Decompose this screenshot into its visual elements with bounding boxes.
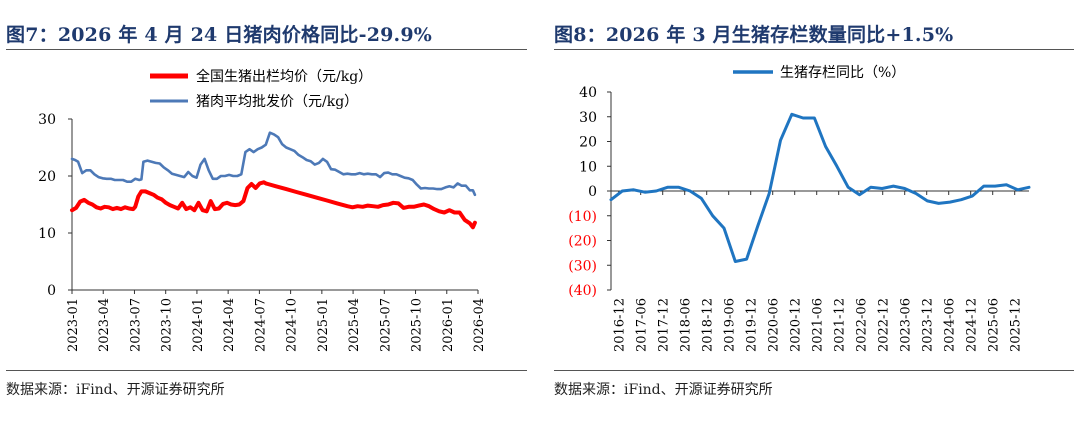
x-tick-label: 2024-12	[965, 298, 980, 352]
series-line-hog-inventory-yoy	[609, 112, 1031, 263]
left-title-rule	[6, 49, 527, 50]
y-tick-label: 0	[588, 184, 597, 200]
right-source-rule	[554, 370, 1074, 371]
x-tick-label: 2023-12	[921, 298, 936, 352]
series-line-pork-wholesale	[70, 131, 477, 197]
y-tick-label: 40	[579, 85, 597, 101]
series-line-hog-price	[70, 180, 477, 230]
x-tick-label: 2024-04	[222, 298, 237, 352]
x-tick-label: 2024-06	[943, 298, 958, 352]
x-tick-label: 2018-06	[679, 298, 694, 352]
x-tick-label: 2025-12	[1009, 298, 1024, 352]
x-tick-label: 2024-01	[191, 298, 206, 352]
x-tick-label: 2021-06	[811, 298, 826, 352]
x-tick-label: 2025-10	[410, 298, 425, 352]
x-tick-label: 2020-06	[767, 298, 782, 352]
x-tick-label: 2023-04	[97, 298, 112, 352]
x-tick-label: 2023-07	[128, 298, 143, 352]
legend-label: 全国生猪出栏均价（元/kg）	[196, 68, 372, 85]
right-panel: 图8：2026 年 3 月生猪存栏数量同比+1.5% 40 30 20 10 0 (10)…	[548, 0, 1080, 423]
x-tick-label: 2018-12	[701, 298, 716, 352]
x-tick-label: 2019-06	[723, 298, 738, 352]
left-chart: 0 10 20 30 2023-01 2023-04 2023-07 2023-10 2024-…	[38, 68, 487, 352]
y-tick-label: 10	[38, 226, 56, 242]
x-tick-label: 2023-10	[160, 298, 175, 352]
y-tick-label: (20)	[568, 234, 597, 250]
y-tick-label: 0	[47, 283, 56, 299]
x-tick-label: 2022-06	[855, 298, 870, 352]
x-tick-label: 2025-01	[316, 298, 331, 352]
y-tick-label: (30)	[568, 258, 597, 274]
y-tick-label: 30	[579, 110, 597, 126]
y-tick-label: (40)	[568, 283, 597, 299]
right-chart-title: 图8：2026 年 3 月生猪存栏数量同比+1.5%	[554, 24, 954, 46]
x-tick-label: 2017-06	[635, 298, 650, 352]
y-tick-label: 20	[579, 135, 597, 151]
x-tick-label: 2024-10	[285, 298, 300, 352]
x-tick-label: 2016-12	[613, 298, 628, 352]
y-tick-label: 20	[38, 169, 56, 185]
x-tick-label: 2025-07	[378, 298, 393, 352]
y-tick-label: 10	[579, 159, 597, 175]
left-source: 数据来源：iFind、开源证券研究所	[6, 382, 225, 398]
x-tick-label: 2026-04	[472, 298, 487, 352]
y-tick-label: 30	[38, 112, 56, 128]
x-tick-label: 2024-07	[253, 298, 268, 352]
left-source-rule	[6, 370, 527, 371]
x-tick-label: 2020-12	[789, 298, 804, 352]
left-chart-title: 图7：2026 年 4 月 24 日猪肉价格同比-29.9%	[6, 24, 433, 46]
legend-label: 猪肉平均批发价（元/kg）	[196, 94, 358, 110]
right-source: 数据来源：iFind、开源证券研究所	[554, 382, 773, 398]
x-tick-label: 2025-04	[347, 298, 362, 352]
x-tick-label: 2022-12	[877, 298, 892, 352]
right-title-rule	[554, 49, 1074, 50]
right-chart: 40 30 20 10 0 (10) (20) (30) (40) 2016-12 2017-06 2…	[568, 65, 1031, 352]
x-tick-label: 2023-06	[899, 298, 914, 352]
left-panel: 图7：2026 年 4 月 24 日猪肉价格同比-29.9% 0 10 20 30 20…	[0, 0, 530, 423]
x-tick-label: 2019-12	[745, 298, 760, 352]
x-tick-label: 2021-12	[833, 298, 848, 352]
x-tick-label: 2023-01	[66, 298, 81, 352]
x-tick-label: 2017-12	[657, 298, 672, 352]
y-tick-label: (10)	[568, 209, 597, 225]
legend-label: 生猪存栏同比（%）	[780, 65, 905, 81]
x-tick-label: 2026-01	[441, 298, 456, 352]
x-tick-label: 2025-06	[987, 298, 1002, 352]
